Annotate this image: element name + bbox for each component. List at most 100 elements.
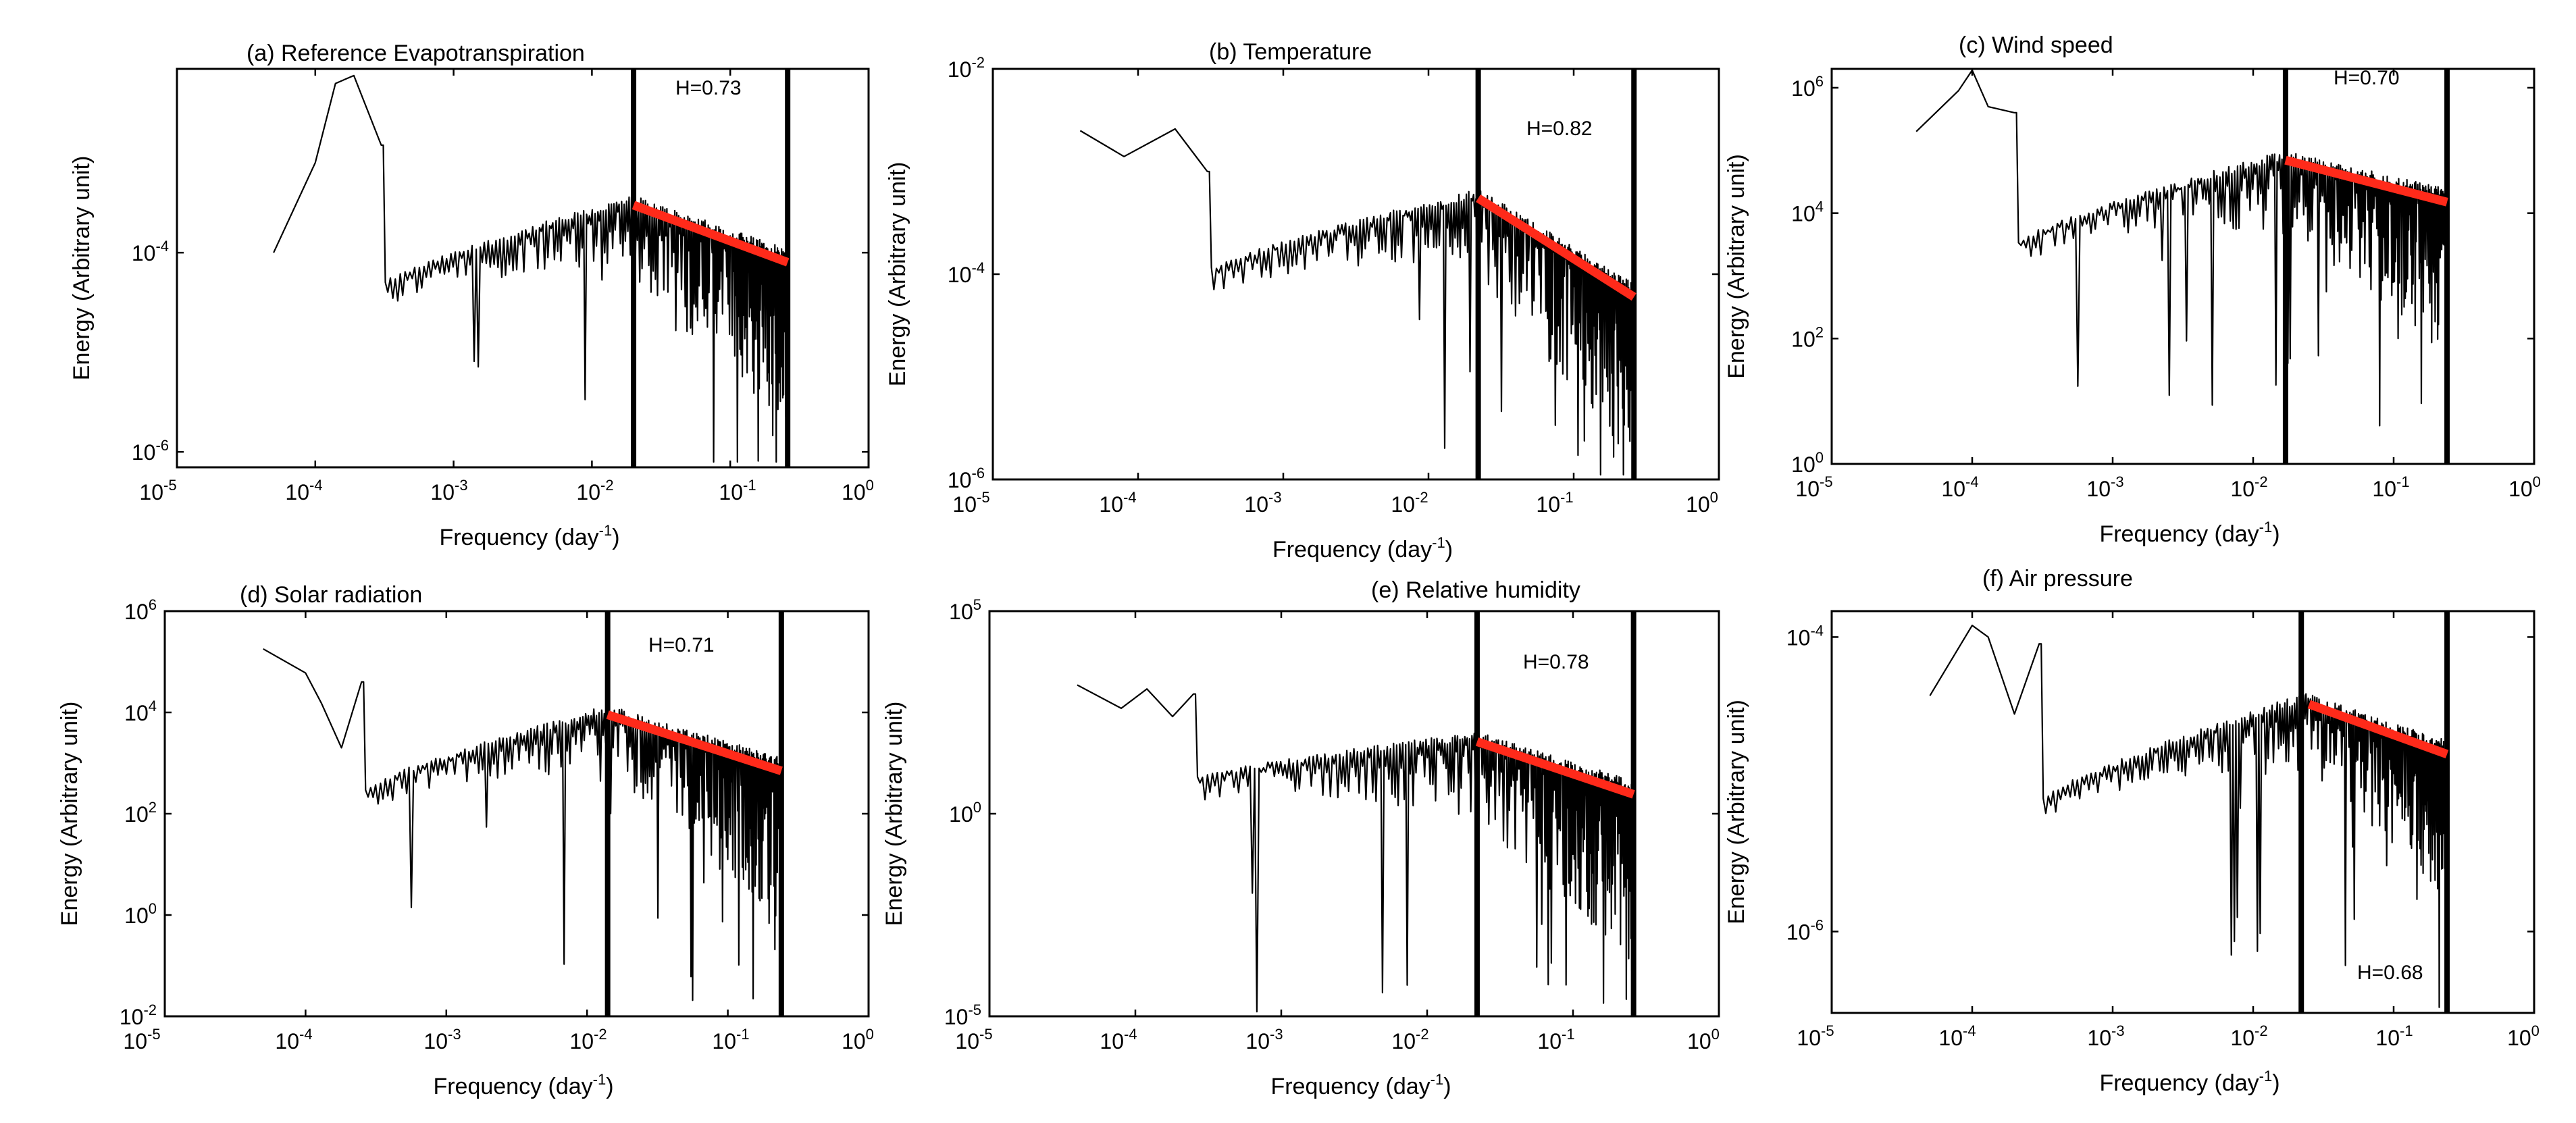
- power-law-fit-line: [2284, 155, 2448, 207]
- y-tick-label: 106: [124, 596, 157, 624]
- y-tick-label: 100: [949, 799, 981, 827]
- x-tick-label: 10-3: [1245, 1026, 1283, 1053]
- x-tick-label: 10-4: [1099, 489, 1136, 517]
- plot-frame: [176, 68, 870, 469]
- y-axis-label: Energy (Arbitrary unit): [885, 162, 910, 387]
- hurst-exponent-label: H=0.71: [648, 634, 715, 656]
- chart-panel-f: 10-5 10-4 10-3 10-2 10-1 100 10-6 10-4 H=0.68 (f)…: [1724, 566, 2540, 1096]
- y-axis-label: Energy (Arbitrary unit): [1724, 154, 1749, 379]
- chart-title: (b) Temperature: [1209, 39, 1372, 65]
- x-tick-label: 10-2: [1391, 1026, 1428, 1053]
- x-tick-label: 10-5: [955, 1026, 992, 1053]
- energy-spectrum-line: [273, 74, 788, 463]
- chart-title: (e) Relative humidity: [1371, 577, 1580, 603]
- x-tick-label: 10-1: [1537, 1026, 1574, 1053]
- chart-panel-a: 10-5 10-4 10-3 10-2 10-1 100 10-6 10-4 H=0.73 (a)…: [69, 41, 874, 550]
- energy-spectrum-line: [1077, 684, 1634, 1013]
- chart-panel-e: 10-5 10-4 10-3 10-2 10-1 100 10-5 100 105 H=0.78 (…: [881, 577, 1720, 1099]
- x-tick-label: 10-4: [275, 1026, 312, 1053]
- x-tick-label: 10-5: [952, 489, 989, 517]
- y-tick-label: 106: [1791, 73, 1824, 101]
- x-tick-label: 100: [842, 1026, 874, 1053]
- y-tick-label: 10-6: [132, 437, 169, 465]
- hurst-exponent-label: H=0.70: [2334, 67, 2400, 89]
- y-tick-label: 10-6: [1786, 916, 1824, 944]
- y-tick-label: 10-2: [948, 54, 985, 82]
- y-tick-label: 104: [124, 698, 157, 725]
- x-tick-label: 10-4: [1941, 473, 1978, 501]
- y-axis-label: Energy (Arbitrary unit): [881, 702, 907, 926]
- x-tick-label: 10-2: [2230, 473, 2267, 501]
- x-tick-label: 10-5: [1797, 1022, 1834, 1050]
- x-axis-label: Frequency (day-1): [439, 522, 619, 550]
- y-axis-label: Energy (Arbitrary unit): [57, 702, 82, 926]
- chart-panel-d: 10-5 10-4 10-3 10-2 10-1 100 10-2 100 102 104 106 H…: [57, 582, 874, 1099]
- x-tick-label: 10-1: [2372, 473, 2409, 501]
- x-axis-label: Frequency (day-1): [2099, 519, 2279, 547]
- chart-title: (c) Wind speed: [1959, 32, 2113, 58]
- plot-frame: [1830, 68, 2535, 465]
- x-tick-label: 10-3: [2086, 473, 2123, 501]
- plot-frame: [1830, 610, 2535, 1014]
- y-tick-label: 10-2: [120, 1001, 157, 1029]
- y-axis-label: Energy (Arbitrary unit): [69, 156, 95, 381]
- x-axis-label: Frequency (day-1): [1270, 1071, 1451, 1099]
- y-tick-label: 10-5: [944, 1001, 981, 1029]
- x-tick-label: 10-5: [1795, 473, 1832, 501]
- y-tick-label: 10-4: [1786, 622, 1824, 650]
- x-tick-label: 10-3: [1244, 489, 1281, 517]
- hurst-exponent-label: H=0.78: [1523, 651, 1589, 673]
- x-tick-label: 100: [1687, 1026, 1720, 1053]
- energy-spectrum-line: [1915, 69, 2446, 427]
- chart-title: (f) Air pressure: [1982, 566, 2133, 592]
- y-tick-label: 100: [1791, 449, 1824, 477]
- y-axis-label: Energy (Arbitrary unit): [1724, 700, 1749, 924]
- x-tick-label: 10-5: [123, 1026, 160, 1053]
- x-tick-label: 10-2: [2230, 1022, 2267, 1050]
- y-tick-label: 104: [1791, 199, 1824, 226]
- energy-spectrum-line: [1079, 128, 1634, 476]
- y-tick-label: 105: [949, 596, 981, 624]
- x-tick-label: 10-1: [1536, 489, 1573, 517]
- y-tick-label: 100: [124, 900, 157, 928]
- x-tick-label: 10-5: [139, 477, 176, 504]
- y-tick-label: 10-4: [132, 238, 169, 265]
- x-tick-label: 10-4: [285, 477, 322, 504]
- energy-spectrum-line: [263, 648, 781, 1001]
- x-tick-label: 10-3: [423, 1026, 461, 1053]
- x-tick-label: 10-3: [430, 477, 467, 504]
- x-axis-label: Frequency (day-1): [2099, 1068, 2279, 1096]
- hurst-exponent-label: H=0.73: [675, 77, 742, 99]
- x-tick-label: 10-3: [2087, 1022, 2124, 1050]
- y-tick-label: 10-4: [948, 259, 985, 287]
- chart-title: (a) Reference Evapotranspiration: [247, 41, 585, 66]
- x-axis-label: Frequency (day-1): [433, 1071, 613, 1099]
- y-tick-label: 102: [124, 799, 157, 827]
- x-tick-label: 10-1: [712, 1026, 749, 1053]
- power-law-fit-line: [606, 710, 783, 775]
- hurst-exponent-label: H=0.68: [2357, 962, 2423, 984]
- x-axis-label: Frequency (day-1): [1272, 534, 1453, 563]
- x-tick-label: 10-4: [1938, 1022, 1976, 1050]
- x-tick-label: 10-2: [1391, 489, 1428, 517]
- x-tick-label: 100: [2508, 473, 2541, 501]
- x-tick-label: 10-4: [1100, 1026, 1137, 1053]
- power-law-fit-line: [632, 201, 790, 267]
- x-tick-label: 100: [2507, 1022, 2540, 1050]
- power-law-fit-line: [2307, 700, 2449, 759]
- x-tick-label: 10-1: [719, 477, 756, 504]
- x-tick-label: 100: [842, 477, 874, 504]
- chart-panel-c: 10-5 10-4 10-3 10-2 10-1 100 100 102 104 106 H=0.7…: [1724, 32, 2541, 547]
- energy-spectrum-line: [1929, 625, 2446, 1008]
- power-law-fit-line: [1476, 194, 1637, 301]
- x-tick-label: 100: [1686, 489, 1718, 517]
- x-tick-label: 10-2: [569, 1026, 607, 1053]
- power-law-fit-line: [1475, 737, 1635, 799]
- x-tick-label: 10-1: [2375, 1022, 2413, 1050]
- chart-title: (d) Solar radiation: [240, 582, 422, 608]
- y-tick-label: 102: [1791, 323, 1824, 351]
- hurst-exponent-label: H=0.82: [1526, 117, 1593, 140]
- x-tick-label: 10-2: [576, 477, 613, 504]
- y-tick-label: 10-6: [948, 465, 985, 492]
